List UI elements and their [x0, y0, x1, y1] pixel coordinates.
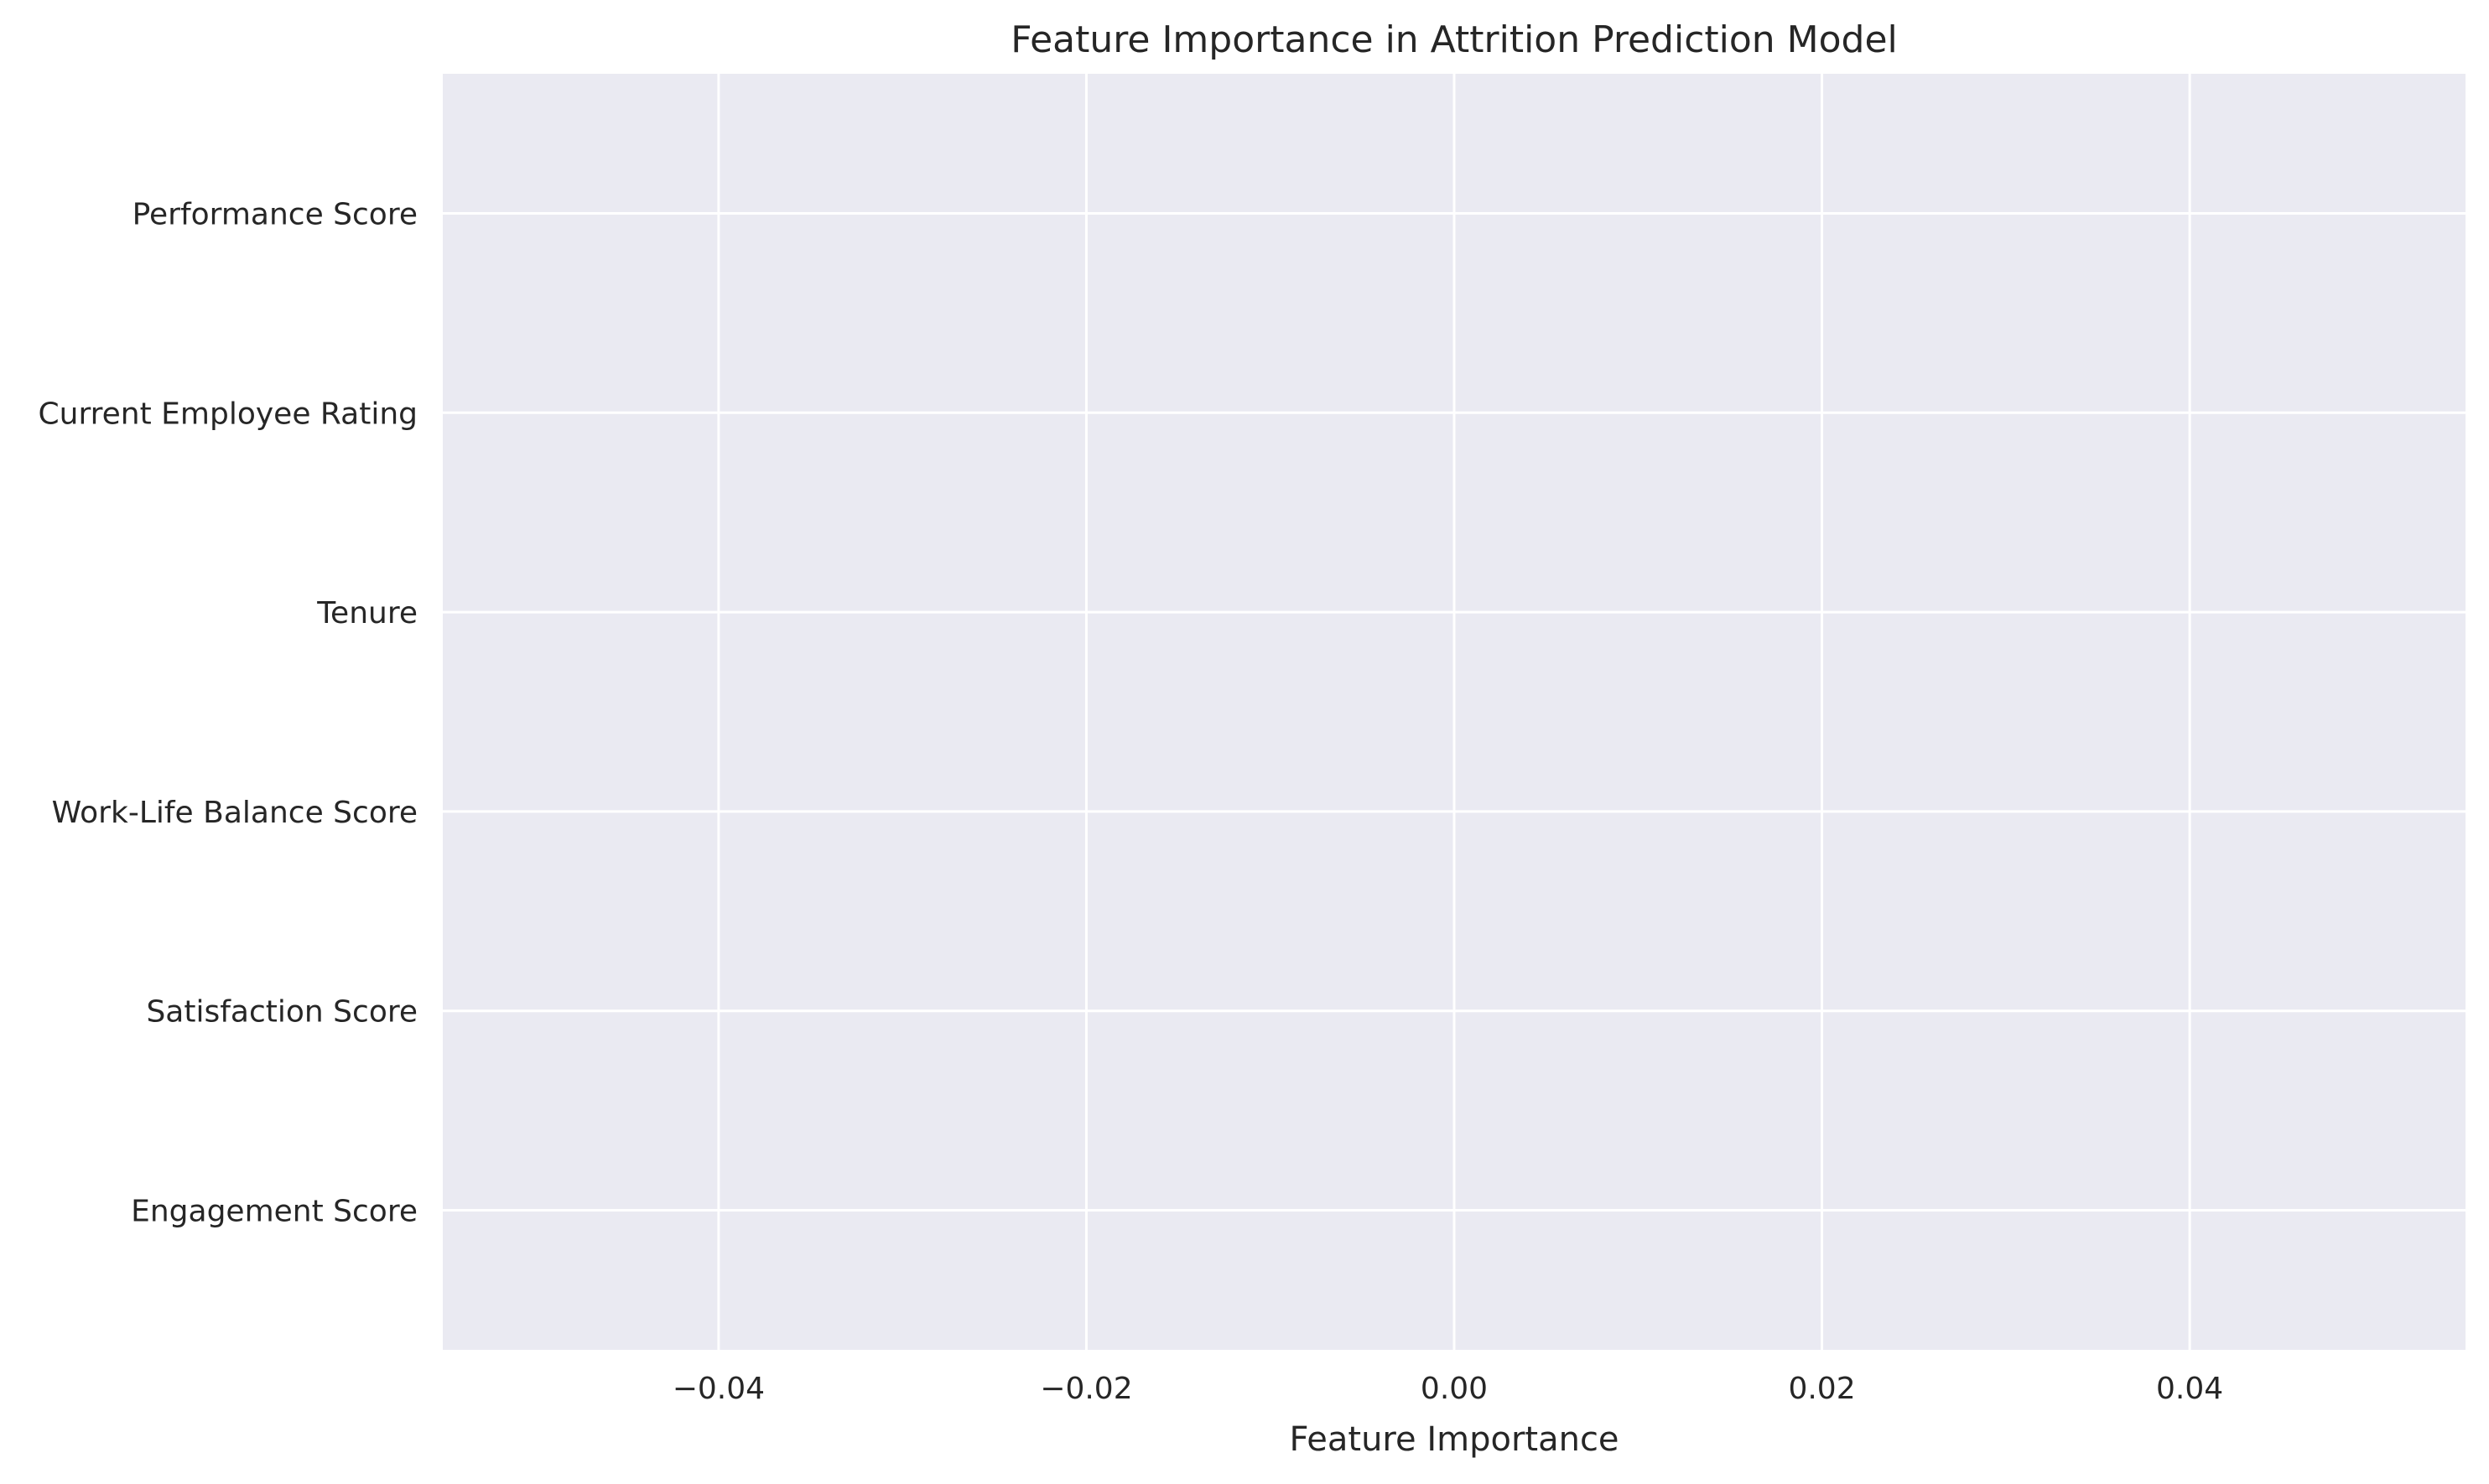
y-tick-label: Performance Score: [133, 197, 418, 231]
y-tick-label: Satisfaction Score: [146, 995, 418, 1030]
y-tick-label: Current Employee Rating: [39, 397, 418, 431]
grid-lines: [443, 74, 2466, 1350]
x-tick-label: −0.02: [1040, 1372, 1132, 1406]
x-tick-labels: −0.04 −0.02 0.00 0.02 0.04: [673, 1372, 2223, 1406]
chart-title: Feature Importance in Attrition Predicti…: [1011, 18, 1898, 61]
x-tick-label: −0.04: [673, 1372, 765, 1406]
y-tick-label: Work-Life Balance Score: [52, 796, 418, 830]
y-tick-labels: Performance Score Current Employee Rating…: [39, 197, 418, 1228]
x-tick-label: 0.00: [1421, 1372, 1488, 1406]
y-tick-label: Engagement Score: [131, 1195, 418, 1229]
y-tick-label: Tenure: [316, 596, 418, 630]
x-tick-label: 0.02: [1788, 1372, 1855, 1406]
x-axis-label: Feature Importance: [1289, 1420, 1619, 1459]
x-tick-label: 0.04: [2156, 1372, 2223, 1406]
